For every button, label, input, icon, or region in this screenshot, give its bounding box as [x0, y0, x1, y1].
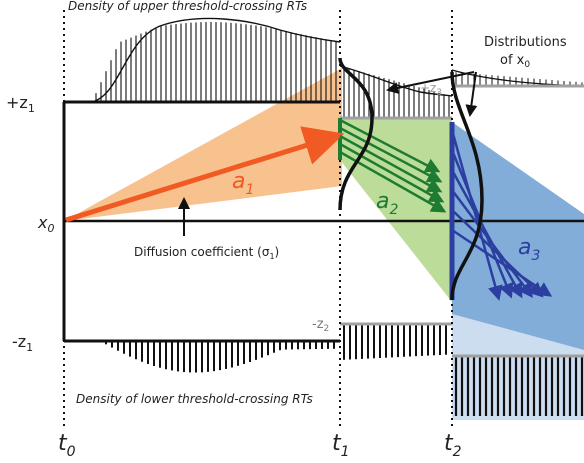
- upper-density-curve: [91, 17, 341, 103]
- distributions-label-line2: of x0: [500, 53, 530, 70]
- diffusion-label: Diffusion coefficient (σ1): [134, 245, 279, 261]
- t1-label: t1: [332, 431, 350, 460]
- upper-density-curve-2: [339, 65, 453, 97]
- x0-distribution-t1: [338, 57, 374, 211]
- a1-label: a1: [232, 169, 254, 198]
- plus-z3-label: +z3: [420, 81, 442, 98]
- lower-density-label: Density of lower threshold-crossing RTs: [76, 392, 313, 406]
- upper-density-hatch: [95, 22, 337, 102]
- a2-label: a2: [376, 189, 398, 218]
- plus-z1-label: +z1: [6, 93, 35, 115]
- distributions-label-line1: Distributions: [484, 35, 567, 50]
- x0-distribution-t2: [450, 71, 484, 301]
- upper-density-hatch-2: [343, 67, 450, 118]
- minus-z1-label: -z1: [12, 332, 33, 354]
- upper-density-label: Density of upper threshold-crossing RTs: [68, 0, 307, 13]
- lower-density-hatch-3: [454, 356, 584, 416]
- drift-arrow-1: [65, 126, 345, 223]
- t2-label: t2: [444, 431, 462, 460]
- lower-density-hatch: [105, 341, 335, 373]
- t0-label: t0: [58, 431, 76, 460]
- drift-cone-1: [64, 68, 342, 221]
- a3-label: a3: [518, 235, 540, 264]
- distributions-arrow-2: [465, 71, 478, 117]
- minus-z2-label: -z2: [312, 317, 329, 334]
- distributions-arrow-1: [386, 71, 475, 94]
- drift-arrows-3: [450, 129, 553, 301]
- x0-label: x0: [37, 213, 54, 235]
- lower-density-hatch-2: [343, 324, 447, 360]
